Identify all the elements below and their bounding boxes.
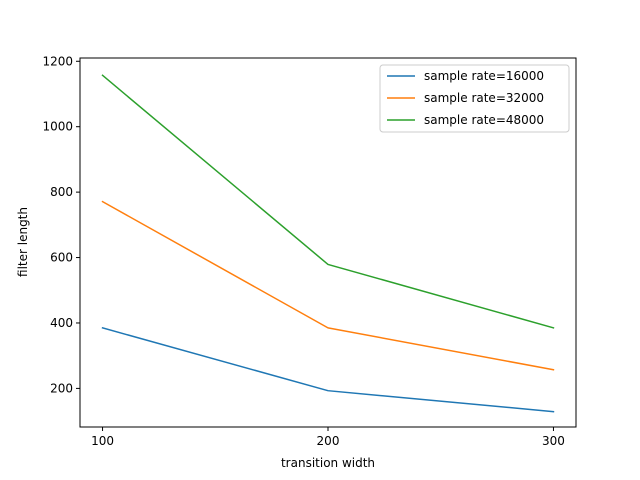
series-layer — [101, 74, 555, 413]
x-axis-label: transition width — [281, 456, 375, 470]
legend-items: sample rate=16000 sample rate=32000 sample… — [387, 69, 544, 127]
series-line-1 — [101, 326, 555, 413]
y-tick-label: 200 — [50, 381, 73, 395]
x-tick-label: 100 — [91, 434, 114, 448]
y-tick-label: 1200 — [42, 54, 73, 68]
legend-label-1: sample rate=16000 — [424, 69, 544, 83]
y-tick-label: 800 — [50, 185, 73, 199]
x-tick-label: 200 — [317, 434, 340, 448]
x-tick-label: 300 — [542, 434, 565, 448]
x-axis-ticks: 100 200 300 — [91, 427, 565, 448]
y-axis-label: filter length — [16, 207, 30, 277]
legend-label-3: sample rate=48000 — [424, 113, 544, 127]
series-line-3 — [101, 74, 555, 329]
y-axis-ticks: 200 400 600 800 1000 1200 — [42, 54, 80, 395]
legend-box — [379, 64, 570, 133]
legend-label-2: sample rate=32000 — [424, 91, 544, 105]
legend: sample rate=16000 sample rate=32000 sample… — [379, 64, 570, 133]
y-tick-label: 600 — [50, 251, 73, 265]
y-tick-label: 400 — [50, 316, 73, 330]
series-line-2 — [101, 200, 555, 371]
y-tick-label: 1000 — [42, 120, 73, 134]
